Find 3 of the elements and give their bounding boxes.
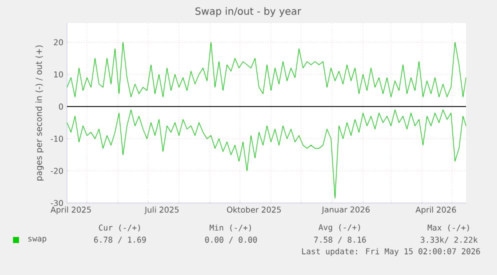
chart-title: Swap in/out - by year	[195, 7, 302, 17]
line-series	[66, 109, 466, 198]
y-axis-title: pages per second in (-) / out (+)	[35, 45, 44, 180]
